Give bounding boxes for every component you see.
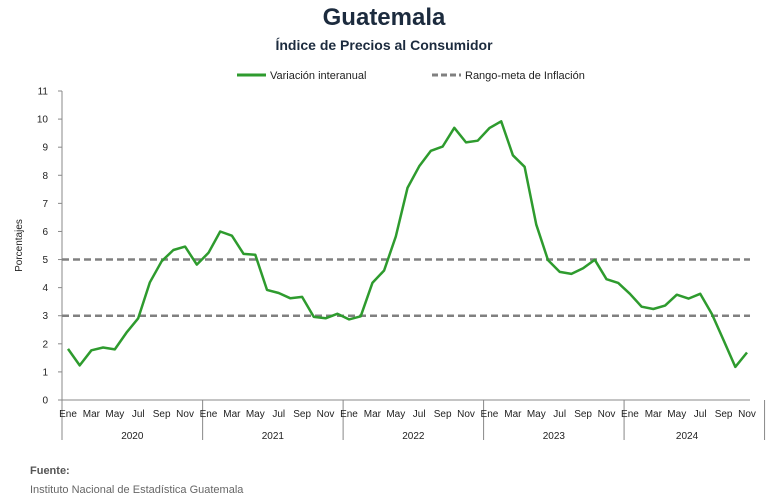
month-tick-label: Nov [317,409,335,420]
month-tick-label: Nov [457,409,475,420]
source-label: Fuente: [30,465,70,477]
month-tick-label: Jul [553,409,566,420]
year-label: 2021 [262,431,285,442]
legend-label-variacion: Variación interanual [270,70,366,82]
month-tick-label: Jul [272,409,285,420]
month-tick-label: May [246,409,265,420]
y-axis-title: Porcentajes [14,219,25,272]
month-tick-label: Ene [481,409,499,420]
y-tick-label: 10 [37,115,49,126]
y-tick-label: 4 [42,283,48,294]
month-tick-label: Sep [715,409,733,420]
month-tick-label: Jul [413,409,426,420]
month-tick-label: May [386,409,405,420]
month-tick-label: Nov [176,409,194,420]
month-tick-label: Sep [293,409,311,420]
month-tick-label: Mar [83,409,101,420]
month-tick-label: May [667,409,686,420]
month-tick-label: Sep [434,409,452,420]
month-tick-label: Nov [598,409,616,420]
year-label: 2022 [402,431,425,442]
y-tick-label: 2 [42,339,48,350]
month-tick-label: May [105,409,124,420]
month-tick-label: Nov [738,409,756,420]
y-tick-label: 9 [42,143,48,154]
year-label: 2023 [543,431,566,442]
month-tick-label: Ene [340,409,358,420]
month-tick-label: May [527,409,546,420]
month-tick-label: Mar [504,409,522,420]
month-tick-label: Jul [694,409,707,420]
y-tick-label: 5 [42,255,48,266]
month-tick-label: Sep [574,409,592,420]
month-tick-label: Ene [59,409,77,420]
month-tick-label: Mar [645,409,663,420]
y-tick-label: 3 [42,311,48,322]
year-label: 2024 [676,431,699,442]
month-tick-label: Sep [153,409,171,420]
series-line-variacion [66,120,748,369]
y-tick-label: 7 [42,199,48,210]
month-tick-label: Mar [364,409,382,420]
y-tick-label: 0 [42,396,48,407]
y-tick-label: 6 [42,227,48,238]
chart-subtitle: Índice de Precios al Consumidor [275,37,493,53]
month-tick-label: Jul [132,409,145,420]
y-tick-label: 1 [42,367,48,378]
month-tick-label: Ene [621,409,639,420]
month-tick-label: Mar [223,409,241,420]
year-label: 2020 [121,431,144,442]
source-text: Instituto Nacional de Estadística Guatem… [30,484,244,496]
legend-label-rango-meta: Rango-meta de Inflación [465,70,585,82]
y-tick-label: 11 [38,87,49,98]
chart-title: Guatemala [322,4,446,31]
y-tick-label: 8 [42,171,48,182]
month-tick-label: Ene [200,409,218,420]
